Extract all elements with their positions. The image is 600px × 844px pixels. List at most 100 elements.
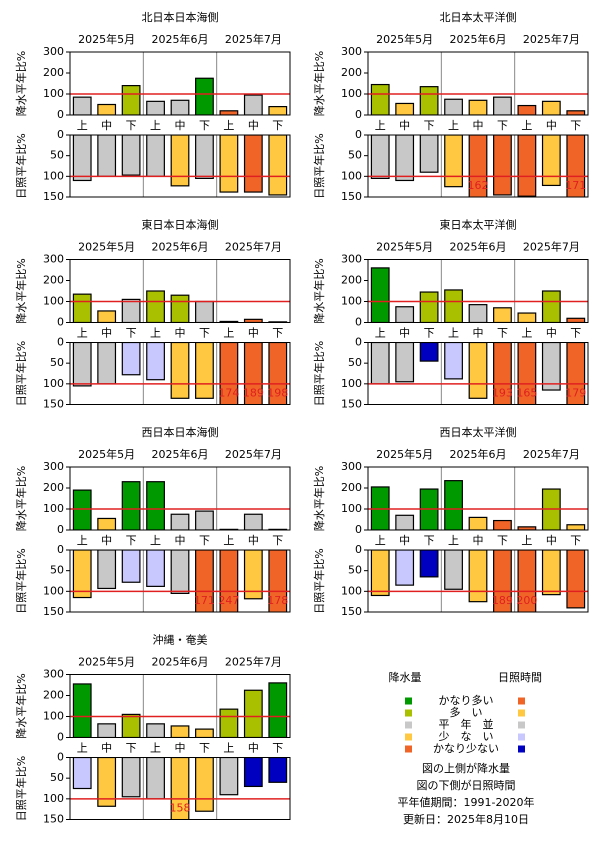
category-label: 中 [546, 327, 557, 340]
legend-label: 平 年 並 [439, 717, 494, 731]
over-limit-label: 198 [267, 387, 288, 400]
bar [566, 524, 586, 530]
category-label: 上 [521, 327, 532, 340]
category-label: 中 [101, 327, 112, 340]
legend-swatch [405, 745, 412, 753]
bar [243, 689, 263, 738]
bar [444, 480, 463, 530]
category-label: 上 [77, 119, 88, 132]
over-limit-label: 171 [565, 179, 586, 192]
category-label: 下 [126, 534, 137, 547]
bar [444, 550, 463, 590]
category-label: 下 [570, 534, 581, 547]
y-tick-label: 0 [57, 128, 64, 141]
month-label: 2025年7月 [225, 655, 282, 669]
bar [493, 550, 512, 612]
bar [493, 96, 512, 115]
bar [370, 342, 390, 385]
plot-frame [367, 51, 589, 116]
bar [243, 135, 263, 193]
category-label: 上 [150, 119, 161, 132]
bar [170, 99, 190, 115]
bar [97, 310, 117, 323]
y-tick-label: 100 [341, 87, 362, 100]
bar [493, 307, 512, 323]
category-label: 下 [570, 327, 581, 340]
y-axis-label: 日照平年比% [14, 133, 28, 198]
region-chart: 沖縄・奄美2025年5月 2025年6月 2025年7月上中下上中下上中下降水平年比… [14, 633, 291, 826]
category-label: 上 [448, 534, 459, 547]
category-label: 下 [497, 327, 508, 340]
y-tick-label: 100 [341, 377, 362, 390]
plot-frame [69, 549, 291, 613]
bar [517, 342, 537, 405]
month-label: 2025年6月 [152, 32, 209, 46]
bar [97, 342, 117, 385]
legend-title: 降水量 [389, 670, 422, 684]
y-tick-label: 200 [43, 689, 64, 702]
month-label: 2025年6月 [152, 447, 209, 461]
chart-title: 東日本日本海側 [142, 218, 219, 232]
category-label: 下 [497, 119, 508, 132]
y-tick-label: 300 [43, 253, 64, 266]
over-limit-label: 158 [170, 802, 191, 815]
bar [468, 342, 488, 399]
category-label: 上 [375, 327, 386, 340]
bar [121, 481, 141, 530]
region-chart: 東日本日本海側2025年5月 2025年6月 2025年7月上中下上中下上中下降水平… [14, 218, 291, 411]
month-label: 2025年5月 [78, 32, 135, 46]
chart-title: 北日本日本海側 [142, 10, 219, 24]
bar [170, 757, 190, 820]
over-limit-label: 189 [492, 594, 513, 607]
plot-frame [69, 674, 291, 738]
over-limit-label: 189 [243, 387, 264, 400]
category-label: 上 [77, 327, 88, 340]
bar [72, 757, 92, 790]
category-label: 中 [101, 119, 112, 132]
y-tick-label: 200 [43, 66, 64, 79]
plot-frame [69, 342, 291, 405]
bar [541, 100, 561, 115]
legend-title: 日照時間 [498, 671, 542, 684]
over-limit-label: 165 [516, 387, 537, 400]
y-axis-label: 降水平年比% [14, 466, 28, 531]
bar [170, 342, 190, 399]
bar [243, 318, 263, 323]
category-label: 中 [399, 119, 410, 132]
bar [243, 550, 263, 600]
bar [97, 550, 117, 590]
category-label: 中 [248, 327, 259, 340]
y-tick-label: 0 [57, 731, 64, 744]
category-label: 下 [199, 742, 210, 755]
category-label: 中 [175, 327, 186, 340]
y-axis-label: 日照平年比% [14, 548, 28, 613]
y-tick-label: 0 [57, 523, 64, 536]
y-tick-label: 300 [341, 460, 362, 473]
bar [541, 342, 561, 391]
category-label: 上 [521, 119, 532, 132]
category-label: 中 [399, 327, 410, 340]
over-limit-label: 171 [194, 594, 215, 607]
category-label: 下 [126, 119, 137, 132]
y-tick-label: 100 [43, 295, 64, 308]
category-label: 下 [570, 119, 581, 132]
y-tick-label: 150 [43, 605, 64, 618]
plot-frame [69, 757, 291, 820]
category-label: 中 [175, 742, 186, 755]
bar [419, 86, 439, 115]
y-tick-label: 100 [341, 295, 362, 308]
y-axis-label: 降水平年比% [14, 51, 28, 116]
month-label: 2025年6月 [152, 655, 209, 669]
bar [370, 135, 390, 180]
category-label: 中 [473, 534, 484, 547]
bar [72, 683, 92, 738]
bar [195, 342, 214, 399]
plot-frame [367, 259, 589, 323]
legend-swatch [518, 697, 525, 705]
bar [468, 550, 488, 603]
plot-frame [69, 134, 291, 198]
category-label: 下 [126, 327, 137, 340]
bar [444, 135, 463, 188]
y-tick-label: 0 [355, 543, 362, 556]
